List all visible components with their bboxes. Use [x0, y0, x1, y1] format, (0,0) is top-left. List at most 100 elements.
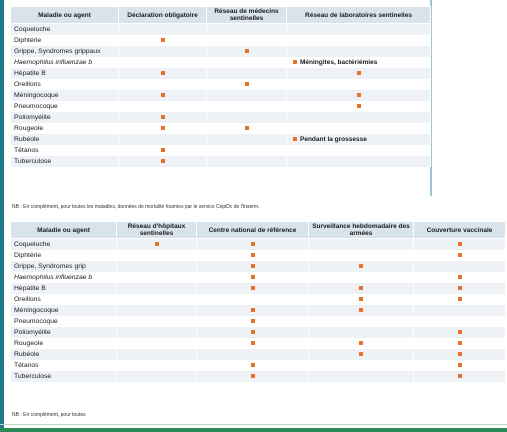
disease-name: Pneumocoque: [10, 101, 119, 112]
table-row: Hépatite B: [10, 283, 506, 294]
column-header-sentinel-laboratories: Réseau de laboratoires sentinelles: [286, 6, 431, 24]
table-row: Rubéole: [10, 349, 506, 360]
orange-square-marker-icon: [160, 115, 165, 120]
surveillance-cell: [196, 261, 309, 272]
surveillance-cell: [413, 261, 506, 272]
surveillance-cell: [286, 112, 431, 123]
disease-name: Rubéole: [10, 349, 117, 360]
surveillance-cell: [206, 101, 287, 112]
orange-square-marker-icon: [250, 319, 255, 324]
surveillance-cell: [118, 23, 207, 35]
disease-name: Rougeole: [10, 338, 117, 349]
surveillance-cell: Méningites, bactériémies: [286, 57, 431, 68]
disease-name: Pneumocoque: [10, 316, 117, 327]
surveillance-cell: [308, 371, 414, 382]
surveillance-cell: [116, 316, 197, 327]
disease-name: Tétanos: [10, 145, 119, 156]
orange-square-marker-icon: [457, 341, 462, 346]
orange-square-marker-icon: [250, 275, 255, 280]
surveillance-cell: [196, 360, 309, 371]
disease-name: Méningocoque: [10, 305, 117, 316]
surveillance-cell: [116, 261, 197, 272]
surveillance-cell: [308, 338, 414, 349]
column-header-disease: Maladie ou agent: [10, 221, 117, 239]
orange-square-marker-icon: [356, 71, 361, 76]
surveillance-cell: [118, 79, 207, 90]
surveillance-cell: [118, 68, 207, 79]
table-row: Pneumocoque: [10, 101, 431, 112]
surveillance-cell: [118, 123, 207, 134]
surveillance-cell: [413, 238, 506, 250]
surveillance-cell: [308, 316, 414, 327]
orange-square-marker-icon: [359, 297, 363, 302]
disease-name: Coqueluche: [10, 238, 117, 250]
column-header-national-reference-center: Centre national de référence: [196, 221, 309, 239]
table-row: Poliomyélite: [10, 112, 431, 123]
surveillance-cell: [116, 238, 197, 250]
surveillance-cell: [206, 79, 287, 90]
orange-square-marker-icon: [160, 93, 165, 98]
surveillance-cell: [286, 23, 431, 35]
surveillance-cell: [286, 68, 431, 79]
surveillance-cell: [308, 305, 414, 316]
surveillance-cell: [116, 272, 197, 283]
surveillance-cell: [413, 294, 506, 305]
orange-square-marker-icon: [160, 71, 165, 76]
surveillance-cell: [286, 79, 431, 90]
disease-name: Haemophilus influenzae b: [10, 57, 119, 68]
disease-name: Tétanos: [10, 360, 117, 371]
orange-square-marker-icon: [356, 104, 361, 109]
surveillance-cell: [196, 327, 309, 338]
surveillance-cell: [413, 272, 506, 283]
orange-square-marker-icon: [250, 253, 255, 258]
surveillance-cell: [116, 371, 197, 382]
table-row: Tuberculose: [10, 371, 506, 382]
surveillance-table-1: Maladie ou agent Déclaration obligatoire…: [10, 6, 431, 167]
surveillance-cell: [286, 145, 431, 156]
surveillance-cell: [118, 46, 207, 57]
disease-name: Rougeole: [10, 123, 119, 134]
orange-square-marker-icon: [250, 242, 255, 247]
orange-square-marker-icon: [457, 253, 462, 258]
column-header-vaccination-coverage: Couverture vaccinale: [413, 221, 506, 239]
disease-name: Diphtérie: [10, 250, 117, 261]
orange-square-marker-icon: [250, 264, 255, 269]
column-header-sentinel-physicians: Réseau de médecins sentinelles: [206, 6, 287, 24]
surveillance-cell: [196, 294, 309, 305]
surveillance-cell: [206, 156, 287, 167]
table-header-row: Maladie ou agent Réseau d'hôpitaux senti…: [10, 221, 506, 239]
table-row: Diphtérie: [10, 250, 506, 261]
table-row: Rougeole: [10, 338, 506, 349]
surveillance-cell: [196, 238, 309, 250]
orange-square-marker-icon: [250, 308, 255, 313]
surveillance-cell: Pendant la grossesse: [286, 134, 431, 145]
surveillance-cell: [413, 305, 506, 316]
disease-name: Poliomyélite: [10, 112, 119, 123]
left-accent-bar: [0, 0, 4, 432]
orange-square-marker-icon: [250, 363, 255, 368]
table-row: Pneumocoque: [10, 316, 506, 327]
orange-square-marker-icon: [160, 148, 165, 153]
column-header-army-weekly-surveillance: Surveillance hebdomadaire des armées: [308, 221, 414, 239]
orange-square-marker-icon: [293, 60, 297, 65]
orange-square-marker-icon: [457, 363, 462, 368]
surveillance-cell: [206, 68, 287, 79]
table-row: Grippe, Syndromes grippaux: [10, 46, 431, 57]
orange-square-marker-icon: [250, 374, 255, 379]
surveillance-cell: [206, 57, 287, 68]
orange-square-marker-icon: [457, 242, 462, 247]
orange-square-marker-icon: [160, 159, 165, 164]
orange-square-marker-icon: [244, 126, 249, 131]
orange-square-marker-icon: [154, 242, 159, 247]
orange-square-marker-icon: [359, 264, 363, 269]
surveillance-cell: [286, 35, 431, 46]
table-row: Coqueluche: [10, 23, 431, 35]
orange-square-marker-icon: [250, 330, 255, 335]
surveillance-cell: [196, 250, 309, 261]
table-row: Haemophilus influenzae b Méningites, bact…: [10, 57, 431, 68]
surveillance-cell: [413, 338, 506, 349]
footnote-table-2: NB : En complément, pour toutes: [12, 412, 86, 418]
table-row: Oreillons: [10, 79, 431, 90]
cell-note: Méningites, bactériémies: [300, 58, 378, 66]
surveillance-cell: [116, 305, 197, 316]
